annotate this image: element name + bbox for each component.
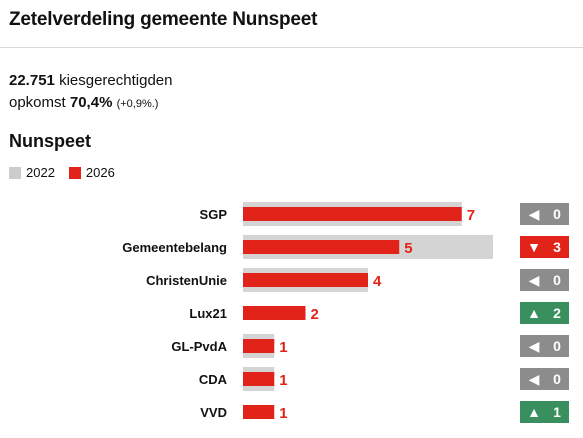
change-value-vvd: 1	[553, 404, 561, 420]
value-label-lux21: 2	[311, 306, 319, 323]
turnout-change: (+0,9%.)	[116, 98, 159, 110]
value-label-gemeentebelang: 5	[404, 240, 412, 257]
party-label-gemeentebelang: Gemeentebelang	[122, 240, 227, 255]
bar-2026-sgp	[243, 207, 462, 221]
legend-item-2022: 2022	[9, 165, 55, 180]
legend-label-2022: 2022	[26, 165, 55, 180]
change-value-christenunie: 0	[553, 272, 561, 288]
change-value-gemeentebelang: 3	[553, 239, 561, 255]
value-label-vvd: 1	[279, 405, 287, 422]
value-label-cda: 1	[279, 372, 287, 389]
turnout-line: opkomst 70,4% (+0,9%.)	[9, 92, 172, 115]
value-label-sgp: 7	[467, 207, 475, 224]
party-label-lux21: Lux21	[189, 306, 227, 321]
bar-2026-cda	[243, 372, 275, 386]
change-icon-sgp: ◀	[529, 206, 540, 222]
change-icon-gemeentebelang: ▼	[527, 239, 541, 255]
change-icon-christenunie: ◀	[529, 272, 540, 288]
legend-swatch-2026	[68, 166, 81, 179]
change-icon-cda: ◀	[529, 371, 540, 387]
change-badge-christenunie	[520, 269, 569, 291]
party-label-gl-pvda: GL-PvdA	[171, 339, 227, 354]
bar-2026-lux21	[243, 306, 306, 320]
voters-label: kiesgerechtigden	[59, 72, 173, 89]
value-label-christenunie: 4	[373, 273, 382, 290]
voters-value: 22.751	[9, 72, 55, 89]
change-icon-lux21: ▲	[527, 305, 541, 321]
change-value-gl-pvda: 0	[553, 338, 561, 354]
turnout-label: opkomst	[9, 94, 66, 111]
legend-swatch-2022	[9, 166, 21, 179]
party-label-cda: CDA	[199, 372, 228, 387]
value-label-gl-pvda: 1	[279, 339, 287, 356]
seat-chart: SGP 7 ◀ 0 Gemeentebelang 5 ▼ 3 ChristenUnie 4 ◀ 0 Lu…	[122, 202, 569, 423]
change-icon-vvd: ▲	[527, 404, 541, 420]
bar-2026-gemeentebelang	[243, 240, 400, 254]
change-badge-gl-pvda	[520, 335, 569, 357]
change-value-cda: 0	[553, 371, 561, 387]
party-label-sgp: SGP	[200, 207, 228, 222]
legend-label-2026: 2026	[85, 165, 115, 180]
region-title: Nunspeet	[9, 131, 92, 151]
change-badge-lux21	[520, 302, 569, 324]
bar-2026-christenunie	[243, 273, 368, 287]
change-badge-sgp	[520, 203, 569, 225]
change-badge-gemeentebelang	[520, 236, 569, 258]
stats: 22.751 kiesgerechtigden opkomst 70,4% (+…	[9, 70, 172, 115]
legend-item-2026: 2026	[68, 165, 115, 180]
page-title: Zetelverdeling gemeente Nunspeet	[9, 9, 318, 30]
bar-2026-gl-pvda	[243, 339, 275, 353]
voters-line: 22.751 kiesgerechtigden	[9, 70, 172, 92]
turnout-value: 70,4%	[69, 94, 113, 111]
change-icon-gl-pvda: ◀	[529, 338, 540, 354]
header: Zetelverdeling gemeente Nunspeet	[0, 0, 583, 48]
party-label-christenunie: ChristenUnie	[146, 273, 227, 288]
change-value-lux21: 2	[553, 305, 561, 321]
change-badge-vvd	[520, 401, 569, 423]
party-label-vvd: VVD	[200, 405, 227, 420]
bar-2026-vvd	[243, 405, 275, 419]
change-value-sgp: 0	[553, 206, 561, 222]
change-badge-cda	[520, 368, 569, 390]
legend: 2022 2026	[9, 165, 129, 180]
